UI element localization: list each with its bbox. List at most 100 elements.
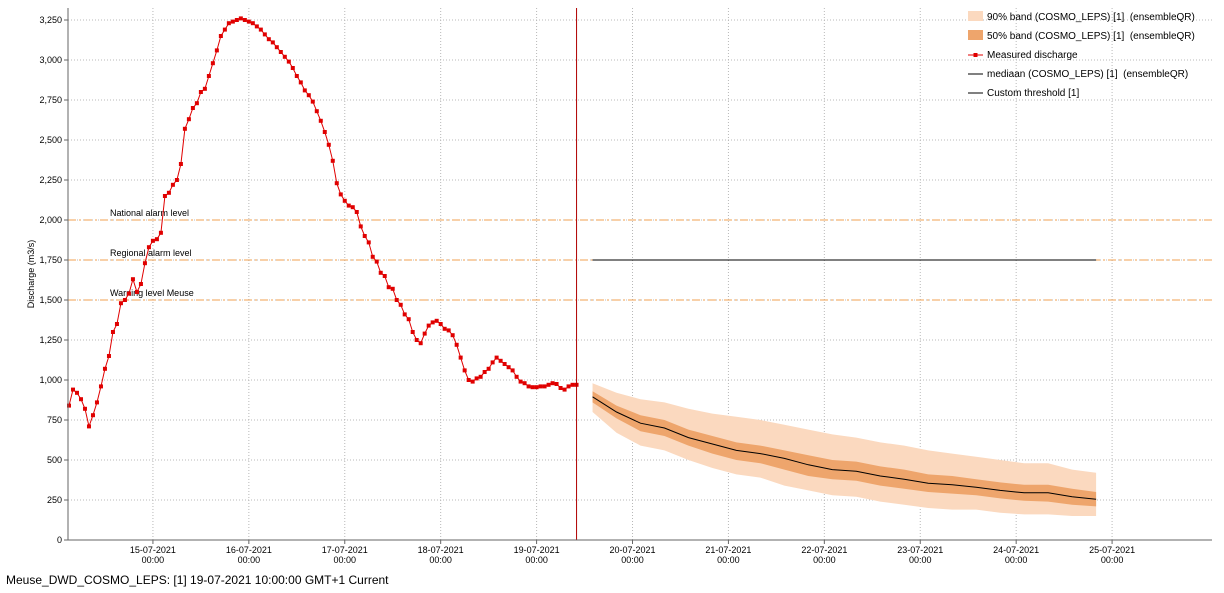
- data-point: [182, 126, 187, 131]
- data-point: [90, 413, 95, 418]
- data-point: [558, 386, 563, 390]
- data-point: [350, 205, 355, 210]
- y-tick-label: 2,750: [39, 95, 62, 105]
- y-tick-label: 750: [47, 415, 62, 425]
- data-point: [518, 379, 523, 384]
- data-point: [282, 54, 287, 59]
- y-tick-label: 1,500: [39, 295, 62, 305]
- data-point: [438, 322, 443, 326]
- y-tick-label: 3,250: [39, 15, 62, 25]
- data-point: [302, 88, 307, 93]
- data-point: [422, 331, 427, 336]
- data-point: [138, 282, 143, 286]
- x-tick-label: 23-07-2021 00:00: [897, 545, 943, 565]
- data-point: [526, 384, 531, 389]
- data-point: [462, 368, 467, 373]
- data-point: [86, 424, 91, 429]
- x-tick-label: 16-07-2021 00:00: [226, 545, 272, 565]
- data-point: [414, 338, 419, 342]
- x-tick-label: 19-07-2021 00:00: [514, 545, 560, 565]
- data-point: [566, 384, 571, 389]
- data-point: [250, 21, 255, 26]
- data-point: [126, 291, 131, 296]
- data-point: [326, 142, 331, 147]
- y-tick-label: 500: [47, 455, 62, 465]
- data-point: [514, 374, 519, 379]
- data-point: [494, 355, 499, 360]
- data-point: [198, 90, 203, 94]
- x-tick-label: 24-07-2021 00:00: [993, 545, 1039, 565]
- data-point: [390, 286, 395, 291]
- x-tick-label: 15-07-2021 00:00: [130, 545, 176, 565]
- legend-label: 90% band (COSMO_LEPS) [1] (ensembleQR): [987, 12, 1195, 23]
- data-point: [202, 86, 207, 91]
- data-point: [106, 354, 111, 358]
- data-point: [570, 382, 575, 387]
- data-point: [150, 238, 155, 243]
- y-tick-label: 0: [57, 535, 62, 545]
- data-point: [386, 285, 391, 290]
- data-point: [134, 290, 139, 294]
- y-tick-label: 2,500: [39, 135, 62, 145]
- data-point: [234, 18, 239, 22]
- data-point: [362, 234, 367, 238]
- data-point: [346, 203, 351, 208]
- data-point: [466, 378, 471, 382]
- data-point: [174, 178, 179, 182]
- legend-label: Measured discharge: [987, 50, 1078, 61]
- data-point: [382, 274, 387, 278]
- x-tick-label: 21-07-2021 00:00: [705, 545, 751, 565]
- data-point: [418, 341, 423, 346]
- data-point: [434, 318, 439, 323]
- data-point: [318, 118, 323, 123]
- data-point: [94, 400, 99, 405]
- y-tick-label: 250: [47, 495, 62, 505]
- y-tick-label: 2,000: [39, 215, 62, 225]
- data-point: [218, 34, 223, 38]
- y-tick-label: 1,750: [39, 255, 62, 265]
- data-point: [522, 381, 527, 386]
- data-point: [294, 74, 299, 78]
- x-tick-label: 22-07-2021 00:00: [801, 545, 847, 565]
- legend-swatch: [968, 30, 983, 40]
- data-point: [278, 50, 283, 54]
- data-point: [298, 80, 303, 85]
- data-point: [562, 387, 567, 392]
- data-point: [170, 182, 175, 187]
- data-point: [538, 384, 543, 389]
- y-tick-label: 1,000: [39, 375, 62, 385]
- legend-label: mediaan (COSMO_LEPS) [1] (ensembleQR): [987, 69, 1188, 80]
- data-point: [78, 397, 83, 402]
- data-point: [442, 326, 447, 331]
- threshold-label: Warning level Meuse: [110, 288, 194, 298]
- data-point: [258, 27, 263, 32]
- data-point: [366, 240, 371, 245]
- data-point: [470, 379, 475, 384]
- data-point: [406, 317, 411, 322]
- data-point: [114, 322, 119, 326]
- x-tick-label: 20-07-2021 00:00: [609, 545, 655, 565]
- data-point: [190, 106, 195, 110]
- y-tick-label: 3,000: [39, 55, 62, 65]
- data-point: [502, 362, 507, 366]
- threshold-label: National alarm level: [110, 208, 189, 218]
- y-tick-label: 1,250: [39, 335, 62, 345]
- data-point: [166, 190, 171, 195]
- legend-swatch: [968, 11, 983, 21]
- legend-swatch: [973, 53, 978, 57]
- data-point: [370, 254, 375, 259]
- data-point: [314, 109, 319, 114]
- data-point: [274, 45, 279, 50]
- data-point: [378, 270, 383, 275]
- data-point: [222, 27, 227, 32]
- data-point: [102, 366, 107, 371]
- status-bar: Meuse_DWD_COSMO_LEPS: [1] 19-07-2021 10:…: [6, 573, 389, 587]
- data-point: [430, 320, 435, 325]
- legend-label: 50% band (COSMO_LEPS) [1] (ensembleQR): [987, 31, 1195, 42]
- data-point: [214, 48, 219, 53]
- data-point: [262, 32, 267, 37]
- data-point: [186, 117, 191, 122]
- data-point: [286, 59, 291, 64]
- data-point: [458, 355, 463, 360]
- data-point: [402, 312, 407, 317]
